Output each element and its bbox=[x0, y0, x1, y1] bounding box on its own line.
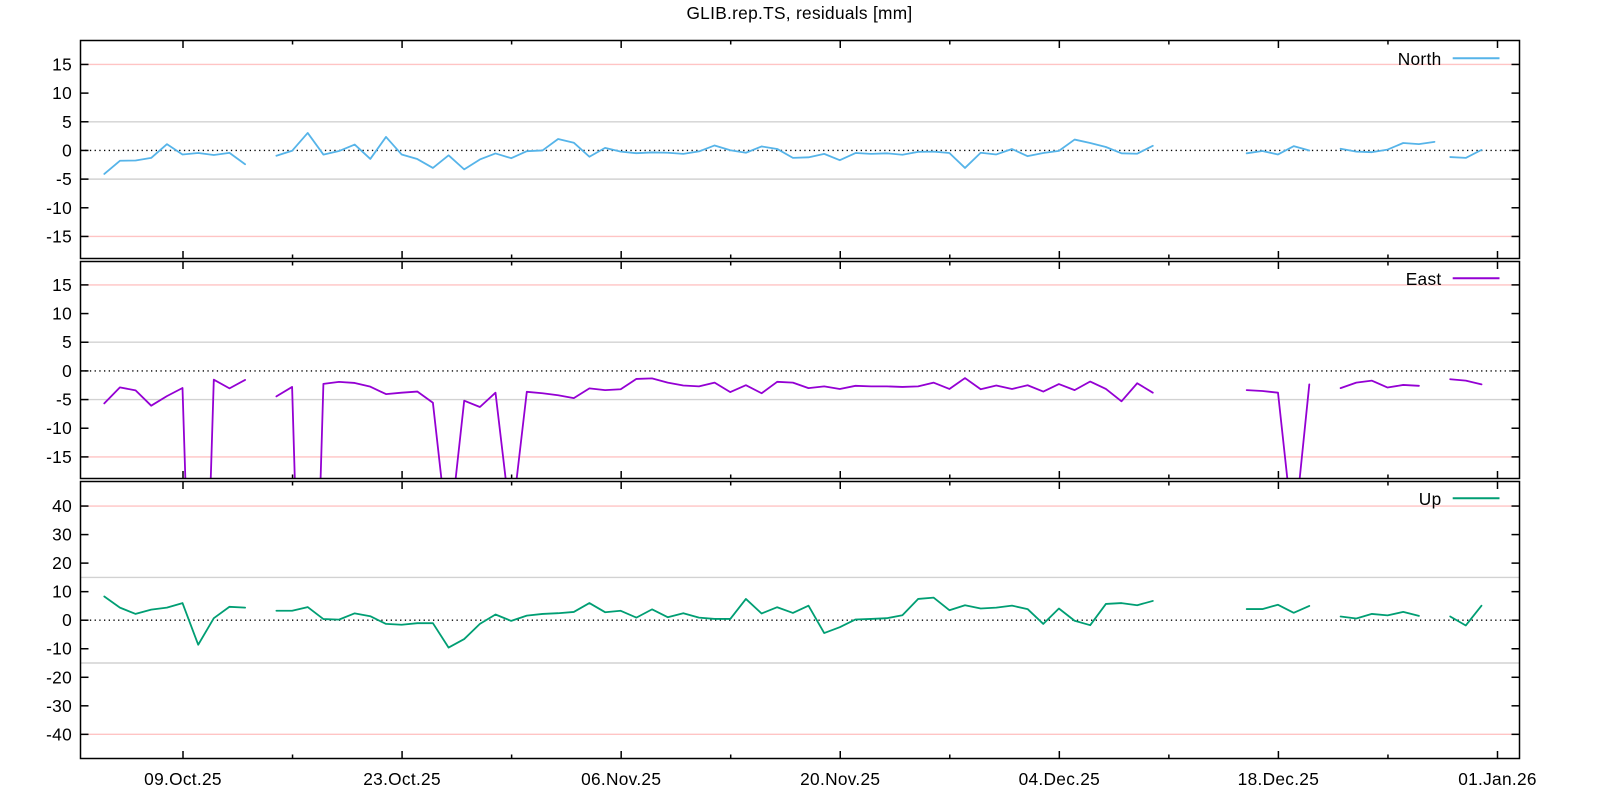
svg-text:5: 5 bbox=[62, 332, 72, 352]
svg-text:09.Oct.25: 09.Oct.25 bbox=[144, 769, 222, 789]
svg-text:10: 10 bbox=[52, 83, 72, 103]
svg-text:0: 0 bbox=[62, 361, 72, 381]
svg-text:40: 40 bbox=[52, 496, 72, 516]
svg-text:0: 0 bbox=[62, 610, 72, 630]
svg-text:04.Dec.25: 04.Dec.25 bbox=[1019, 769, 1100, 789]
svg-text:-40: -40 bbox=[46, 724, 72, 744]
svg-text:10: 10 bbox=[52, 304, 72, 324]
svg-text:5: 5 bbox=[62, 112, 72, 132]
svg-text:-30: -30 bbox=[46, 696, 72, 716]
svg-text:Up: Up bbox=[1419, 489, 1442, 509]
svg-text:06.Nov.25: 06.Nov.25 bbox=[581, 769, 661, 789]
svg-text:20.Nov.25: 20.Nov.25 bbox=[800, 769, 880, 789]
svg-text:01.Jan.26: 01.Jan.26 bbox=[1458, 769, 1537, 789]
svg-text:30: 30 bbox=[52, 525, 72, 545]
svg-text:18.Dec.25: 18.Dec.25 bbox=[1238, 769, 1319, 789]
svg-text:-10: -10 bbox=[46, 198, 72, 218]
svg-text:East: East bbox=[1406, 269, 1442, 289]
svg-text:15: 15 bbox=[52, 275, 72, 295]
svg-text:-10: -10 bbox=[46, 418, 72, 438]
svg-text:-15: -15 bbox=[46, 226, 72, 246]
svg-text:GLIB.rep.TS, residuals [mm]: GLIB.rep.TS, residuals [mm] bbox=[686, 3, 912, 23]
svg-text:-10: -10 bbox=[46, 639, 72, 659]
svg-text:-5: -5 bbox=[56, 169, 72, 189]
svg-text:-15: -15 bbox=[46, 447, 72, 467]
svg-text:23.Oct.25: 23.Oct.25 bbox=[363, 769, 441, 789]
svg-text:0: 0 bbox=[62, 140, 72, 160]
svg-text:10: 10 bbox=[52, 582, 72, 602]
svg-text:-5: -5 bbox=[56, 390, 72, 410]
svg-text:North: North bbox=[1398, 49, 1442, 69]
svg-text:15: 15 bbox=[52, 54, 72, 74]
svg-text:20: 20 bbox=[52, 553, 72, 573]
svg-text:-20: -20 bbox=[46, 667, 72, 687]
